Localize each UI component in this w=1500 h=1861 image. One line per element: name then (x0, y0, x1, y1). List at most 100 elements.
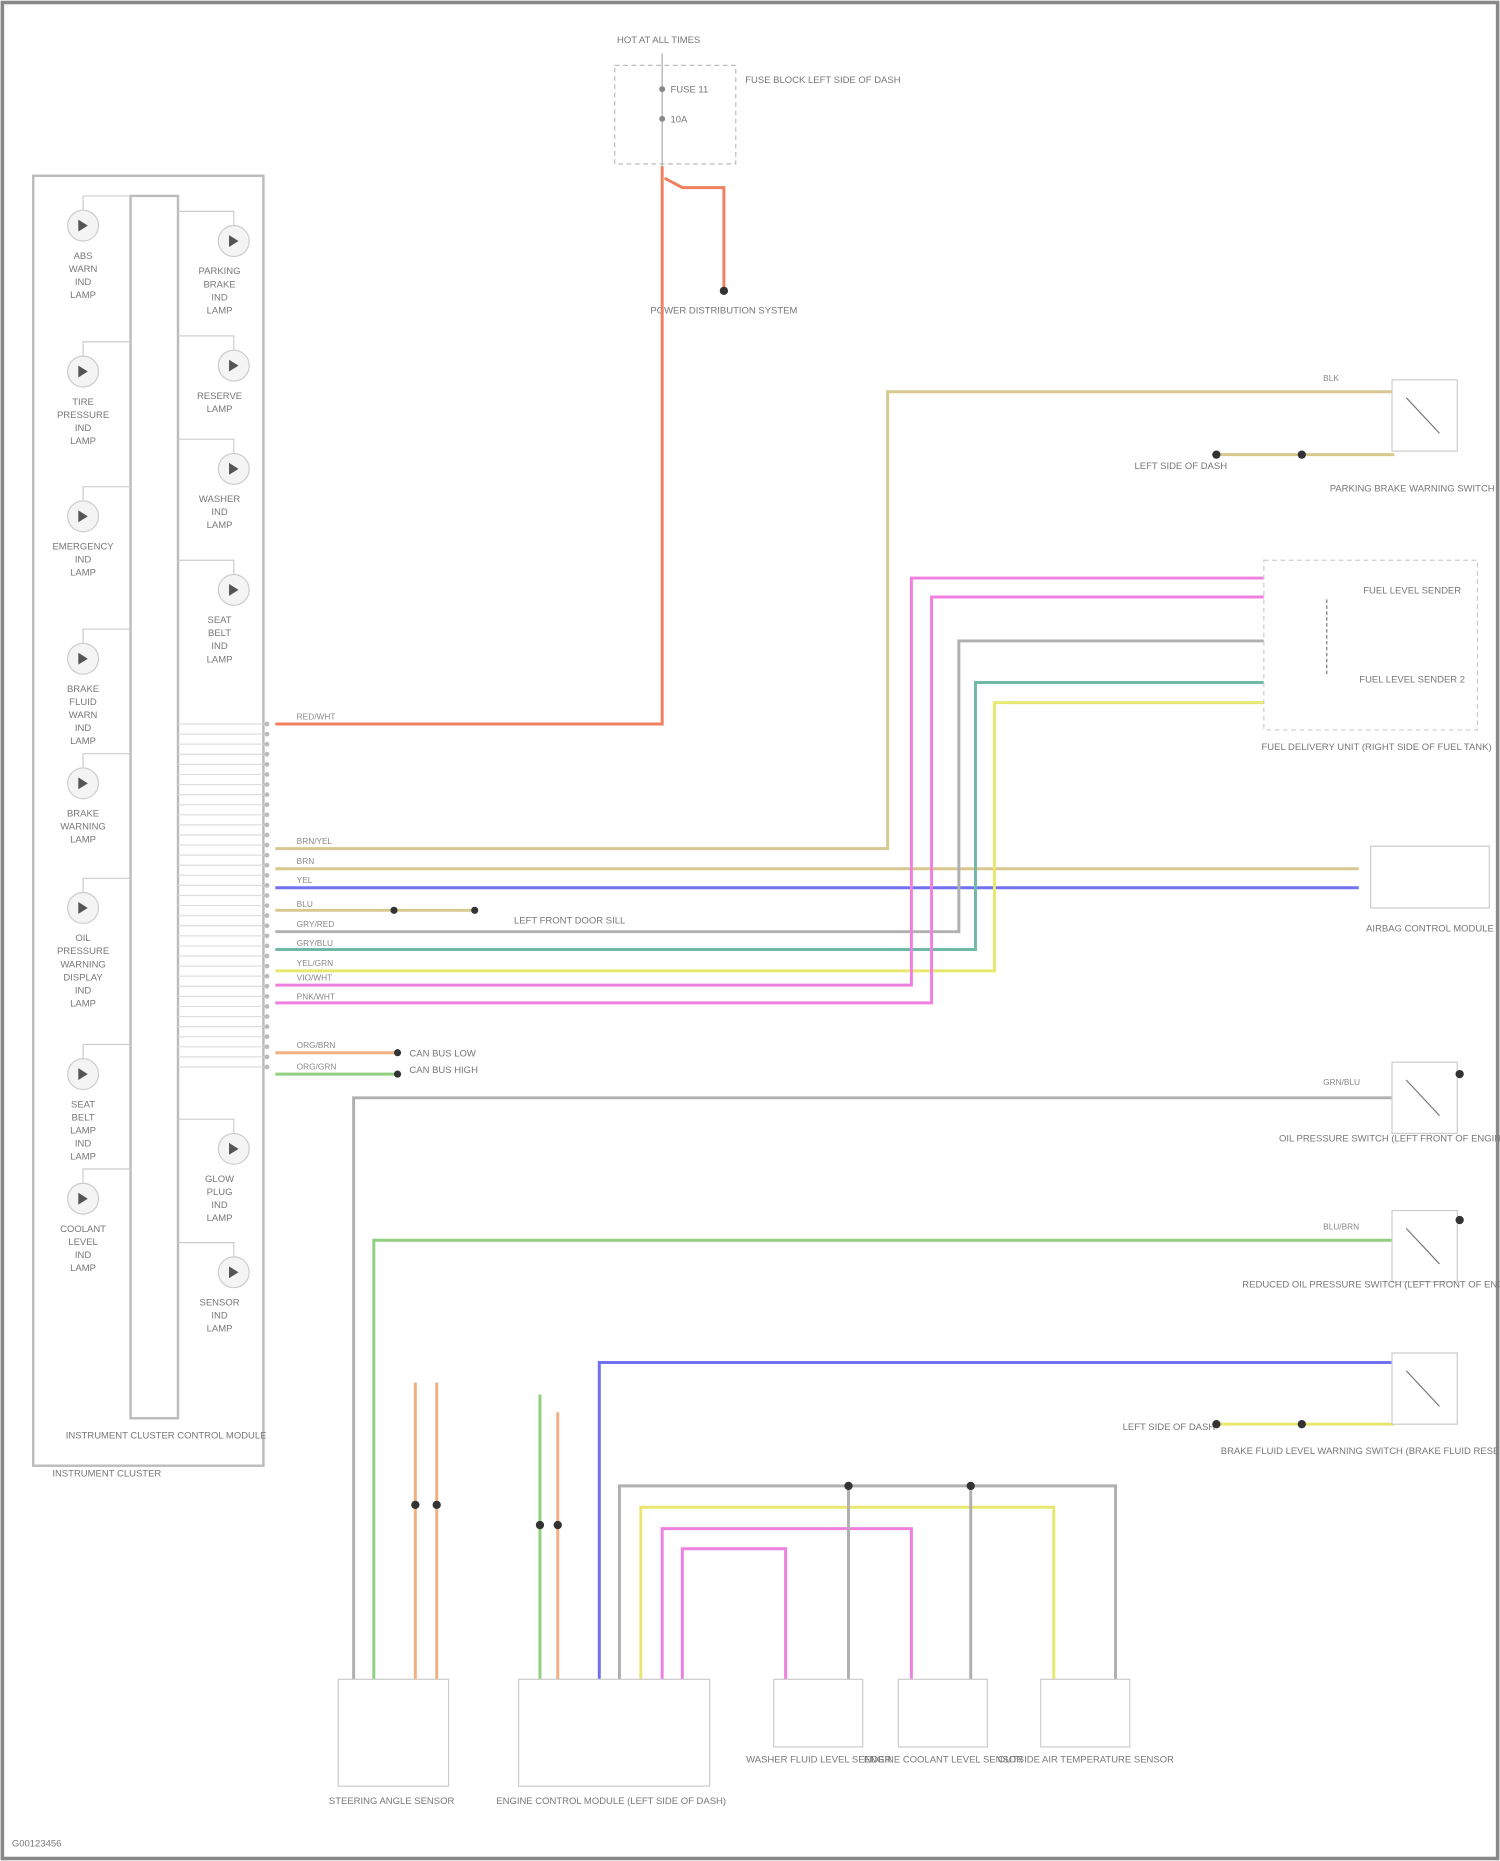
airbag-module-label: AIRBAG CONTROL MODULE (1366, 924, 1494, 935)
switch (1391, 1352, 1458, 1425)
wire-label: BRN (297, 856, 315, 866)
wire-pink (275, 595, 1264, 1005)
indicator-lamp: GLOW PLUG IND LAMP (178, 1118, 250, 1224)
lamp-label: BRAKE (67, 809, 99, 820)
steering-sensor-label: STEERING ANGLE SENSOR (329, 1796, 455, 1807)
splice-dot (844, 1481, 853, 1491)
led-icon (78, 1192, 88, 1205)
led-icon (229, 359, 239, 372)
switch (1391, 379, 1458, 452)
lamp-label: LAMP (70, 1152, 96, 1163)
wire-pink (680, 1547, 788, 1680)
outside-temp (1040, 1678, 1131, 1748)
wires: RED/WHT BRN/YEL BRN YEL BLU GRY/RED GRY/BLU YEL… (275, 166, 1395, 1680)
wire-label: RED/WHT (297, 711, 336, 721)
fuel-unit-label: FUEL DELIVERY UNIT (RIGHT SIDE OF FUEL T… (1262, 742, 1492, 753)
indicator-lamp: SEAT BELT LAMP IND LAMP (67, 1043, 131, 1163)
led-icon (78, 510, 88, 523)
lamp-label: WARN (69, 710, 98, 721)
lamp-label: BELT (72, 1112, 95, 1123)
cluster-module-label: INSTRUMENT CLUSTER CONTROL MODULE (66, 1430, 267, 1441)
wire-label: GRN/BLU (1323, 1077, 1360, 1087)
lamp-label: LAMP (207, 1213, 233, 1224)
lamp-label: PRESSURE (57, 410, 109, 421)
ground-2-label: LEFT FRONT DOOR SILL (514, 915, 625, 926)
engine-module-label: ENGINE CONTROL MODULE (LEFT SIDE OF DASH… (496, 1796, 726, 1807)
led-icon (229, 235, 239, 247)
lamp-label: SENSOR (200, 1297, 240, 1308)
wire-gray (352, 1096, 1395, 1680)
splice-dot (411, 1500, 420, 1510)
indicator-lamp: EMERGENCY IND LAMP (52, 486, 131, 579)
switch-icon (1405, 397, 1440, 434)
switch (1391, 1061, 1458, 1135)
indicator-lamp: PARKING BRAKE IND LAMP (178, 210, 250, 316)
led-icon (78, 777, 88, 790)
lamp-label: LAMP (70, 736, 96, 747)
fuse-block: HOT AT ALL TIMES FUSE 11 10A FUSE BLOCK … (614, 35, 901, 316)
indicator-lamp: OIL PRESSURE WARNING DISPLAY IND LAMP (57, 877, 131, 1009)
indicator-lamp: BRAKE FLUID WARN IND LAMP (67, 628, 131, 747)
lamp-label: IND (75, 423, 91, 434)
lamp-label: SEAT (71, 1099, 95, 1110)
lamp-label: LAMP (70, 998, 96, 1009)
indicator-lamp: WASHER IND LAMP (178, 438, 250, 531)
outside-temp-label: OUTSIDE AIR TEMPERATURE SENSOR (998, 1754, 1174, 1765)
lamp-label: LAMP (70, 1125, 96, 1136)
fuel-sender-2-label: FUEL LEVEL SENDER 2 (1359, 674, 1465, 685)
lamp-label: LAMP (70, 290, 96, 301)
wire-label: BLU (297, 899, 313, 909)
cluster-label: INSTRUMENT CLUSTER (52, 1468, 161, 1479)
wire-gray (275, 639, 1264, 934)
lamp-label: WARN (69, 264, 98, 275)
splice-dot (1212, 450, 1221, 459)
lamp-label: IND (75, 277, 91, 288)
airbag-module (1370, 845, 1490, 909)
splice-dot (719, 286, 729, 296)
engine-module (517, 1678, 711, 1787)
splice-dot (1297, 450, 1306, 459)
splice-dot (535, 1520, 545, 1530)
led-icon (229, 583, 239, 596)
indicator-lamp: COOLANT LEVEL IND LAMP (60, 1168, 131, 1274)
lamp-label: WARNING (60, 822, 106, 833)
reduced-oil-switch-label: REDUCED OIL PRESSURE SWITCH (LEFT FRONT … (1242, 1280, 1500, 1291)
coolant-sensor (897, 1678, 988, 1748)
led-icon (78, 365, 88, 378)
led-icon (78, 902, 88, 914)
lamp-label: DISPLAY (63, 972, 103, 983)
indicator-lamp: ABS WARN IND LAMP (67, 195, 131, 301)
wire-label: BLU/BRN (1323, 1222, 1359, 1232)
splice-dot (1297, 1420, 1306, 1429)
lamp-label: WASHER (199, 494, 240, 505)
led-icon (78, 219, 88, 232)
lamp-label: BRAKE (67, 684, 99, 695)
steering-sensor (337, 1678, 450, 1787)
wire-label: GRY/BLU (297, 938, 333, 948)
lamp-label: LAMP (207, 1324, 233, 1335)
led-icon (78, 1068, 88, 1081)
switch-icon (1405, 1370, 1440, 1407)
indicator-lamp: BRAKE WARNING LAMP (60, 753, 131, 846)
fuel-unit (1263, 559, 1479, 731)
splice-dot (966, 1481, 975, 1491)
lamp-label: LAMP (207, 305, 233, 316)
switch-icon (1405, 1227, 1440, 1265)
lamp-label: GLOW (205, 1174, 234, 1185)
indicator-lamp: SEAT BELT IND LAMP (178, 559, 250, 665)
lamp-label: EMERGENCY (52, 542, 114, 553)
washer-sensor-label: WASHER FLUID LEVEL SENDER (746, 1754, 891, 1765)
indicator-lamp: RESERVE LAMP (178, 335, 250, 415)
splice-dot (1455, 1069, 1464, 1079)
indicator-lamp: SENSOR IND LAMP (178, 1242, 250, 1335)
lamp-label: TIRE (72, 397, 94, 408)
switch (1391, 1209, 1458, 1283)
oil-switch-label: OIL PRESSURE SWITCH (LEFT FRONT OF ENGIN… (1279, 1134, 1500, 1145)
coolant-sensor-label: ENGINE COOLANT LEVEL SENSOR (864, 1754, 1023, 1765)
wire-pink (275, 576, 1264, 987)
led-icon (229, 1266, 239, 1279)
splice-dot (1212, 1420, 1221, 1429)
led-icon (229, 462, 239, 475)
lamp-label: BRAKE (203, 279, 235, 290)
